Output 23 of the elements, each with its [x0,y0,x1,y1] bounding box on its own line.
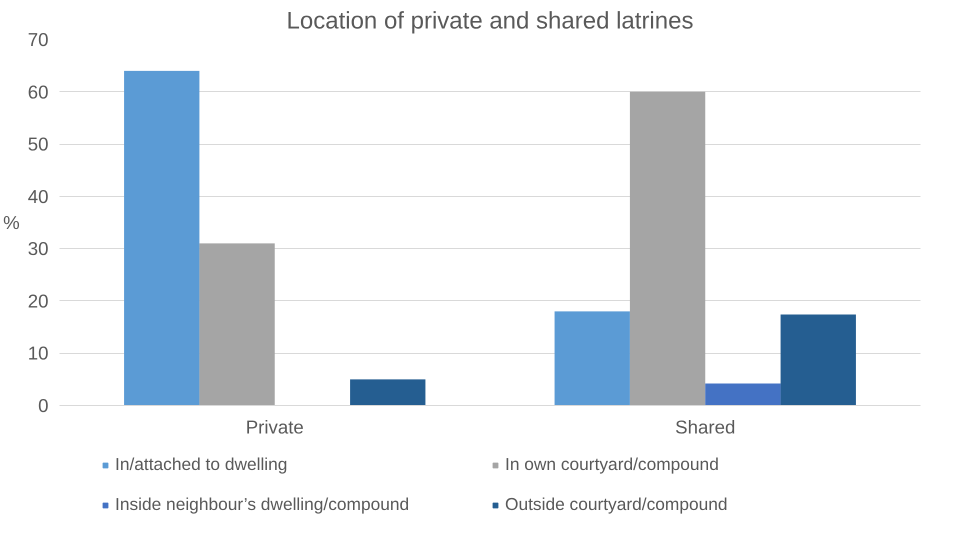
y-tick-label: 60 [28,81,49,102]
y-tick-label: 0 [38,395,49,416]
bar [705,384,781,406]
legend-label: In/attached to dwelling [115,454,288,475]
y-tick-label: 70 [28,29,49,50]
y-tick-label: 50 [28,134,49,155]
bar [350,379,426,406]
y-tick-label: 30 [28,238,49,260]
y-tick-label: 40 [28,186,49,207]
legend-label: In own courtyard/compound [505,454,720,475]
y-tick-label: 10 [28,342,49,364]
bar [780,314,856,406]
bar [199,243,275,406]
legend-label: Outside courtyard/compound [505,494,728,515]
bar [124,70,200,406]
bar [630,92,706,406]
x-tick-label: Shared [675,416,736,438]
chart-title: Location of private and shared latrines [286,8,694,34]
legend-label: Inside neighbour’s dwelling/compound [115,494,410,515]
y-axis-title: % [3,212,20,233]
x-tick-label: Private [246,416,304,438]
bar [554,311,630,406]
y-tick-label: 20 [28,290,49,312]
